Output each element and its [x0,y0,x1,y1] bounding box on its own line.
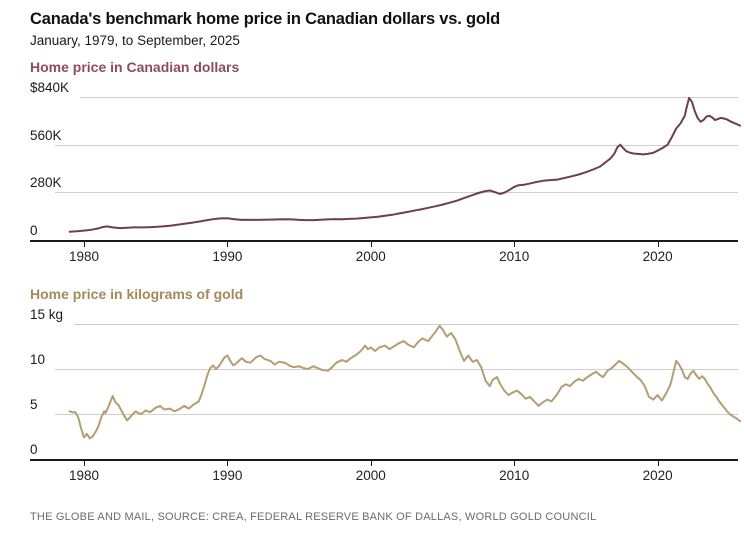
x-axis-line [30,240,738,242]
x-tick-label: 2020 [642,468,673,483]
y-tick-label: 5 [30,397,38,412]
y-tick-label: 0 [30,223,38,238]
y-gridline [74,324,738,325]
y-tick-label: 15 kg [30,307,64,322]
y-gridline [55,369,738,370]
gold-plot-area: 15 kg 10 5 0 1980 1990 2000 2010 2020 [30,307,744,489]
x-axis-tick [227,460,229,466]
x-axis-tick [514,460,516,466]
x-tick-label: 2010 [499,468,530,483]
x-tick-label: 2010 [499,249,530,264]
x-tick-label: 1980 [68,468,100,483]
panel-title-gold: Home price in kilograms of gold [30,286,244,302]
y-gridline [55,414,738,415]
x-axis-line [30,459,738,461]
y-tick-label: $840K [30,80,70,95]
x-axis-tick [84,241,85,247]
chart-subtitle: January, 1979, to September, 2025 [30,33,240,48]
data-line-svg [68,324,742,440]
x-tick-label: 1990 [212,468,243,483]
x-axis-tick [514,241,516,247]
x-tick-label: 1980 [68,249,100,264]
source-credit: THE GLOBE AND MAIL, SOURCE: CREA, FEDERA… [30,511,597,523]
x-axis-tick [227,241,229,247]
x-tick-label: 2000 [355,468,386,483]
cad-plot-area: $840K 560K 280K 0 1980 1990 2000 2010 2020 [30,80,744,270]
y-tick-label: 280K [30,175,62,191]
x-axis-tick [657,460,659,466]
x-axis-tick [370,460,372,466]
chart-title: Canada's benchmark home price in Canadia… [30,10,501,28]
data-line [68,96,742,233]
x-tick-label: 2020 [642,249,673,264]
y-tick-label: 560K [30,127,62,143]
data-line [68,324,742,440]
x-axis-tick [657,241,659,247]
panel-title-cad-dollars: Home price in Canadian dollars [30,59,240,75]
y-gridline [80,97,738,98]
y-tick-label: 0 [30,442,38,457]
x-axis-tick [370,241,372,247]
y-gridline [55,144,738,146]
x-tick-label: 1990 [212,249,243,264]
data-line-svg [68,96,742,233]
x-tick-label: 2000 [355,249,386,264]
y-gridline [55,192,738,194]
x-axis-tick [84,460,85,466]
y-tick-label: 10 [30,352,46,367]
